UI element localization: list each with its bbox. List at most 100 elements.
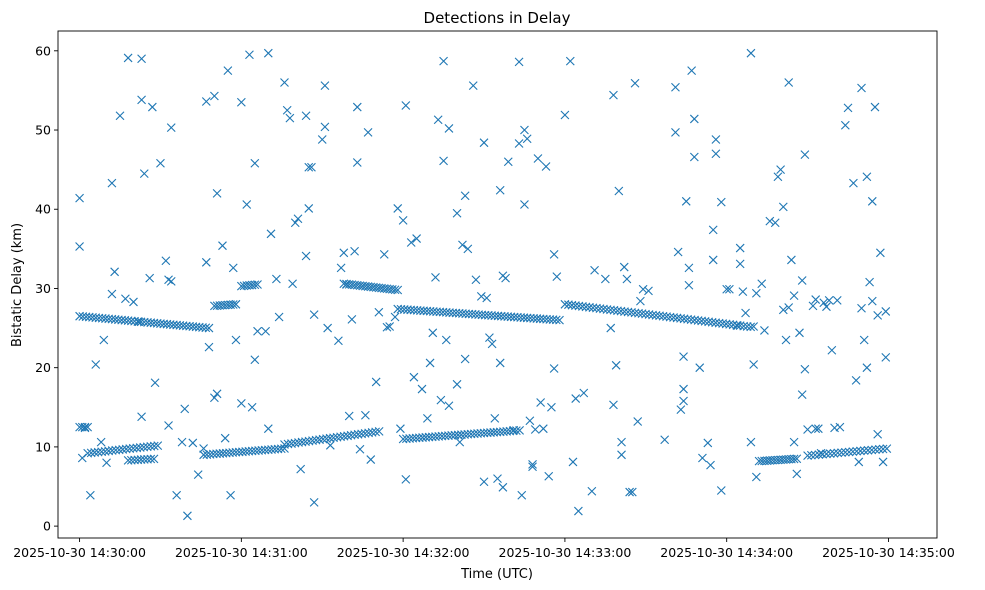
data-point <box>784 303 794 312</box>
data-point <box>660 435 670 445</box>
data-point <box>803 451 812 461</box>
data-point <box>707 317 717 327</box>
data-point <box>638 284 648 294</box>
data-point <box>844 447 854 457</box>
data-point <box>873 429 883 439</box>
data-point <box>613 306 622 316</box>
data-point <box>824 295 834 305</box>
data-point <box>641 309 650 319</box>
data-point <box>147 102 157 112</box>
data-point <box>503 157 513 167</box>
data-point <box>139 169 149 178</box>
data-point <box>352 102 362 112</box>
y-tick-label: 20 <box>35 360 51 375</box>
data-point <box>253 280 262 289</box>
data-point <box>781 335 791 345</box>
data-point <box>514 139 524 148</box>
data-point <box>873 311 883 320</box>
data-point <box>96 437 106 447</box>
data-point <box>840 447 850 457</box>
data-point <box>334 336 343 346</box>
data-point <box>574 301 584 311</box>
data-point <box>644 310 654 319</box>
data-point <box>840 120 850 130</box>
data-point <box>471 275 481 285</box>
data-point <box>746 48 756 58</box>
data-point <box>735 321 745 331</box>
data-point <box>697 316 707 326</box>
data-point <box>602 305 612 314</box>
data-point <box>792 469 802 479</box>
data-point <box>814 450 824 459</box>
data-point <box>458 240 467 250</box>
data-point <box>568 457 578 467</box>
data-point <box>520 200 529 209</box>
data-point <box>732 320 742 330</box>
data-point <box>655 311 664 321</box>
data-point <box>797 276 807 285</box>
data-point <box>288 279 297 289</box>
data-point <box>366 455 376 464</box>
data-point <box>110 267 120 277</box>
data-point <box>253 326 262 336</box>
data-point <box>272 274 281 284</box>
data-point <box>431 272 440 282</box>
data-point <box>704 317 714 327</box>
data-point <box>609 90 618 100</box>
data-point <box>735 259 745 269</box>
data-point <box>693 316 703 325</box>
data-point <box>479 477 489 487</box>
data-point <box>226 490 235 500</box>
y-tick-label: 40 <box>35 202 51 217</box>
data-point <box>201 323 211 333</box>
data-point <box>406 238 416 247</box>
data-point <box>149 441 159 451</box>
data-point <box>789 437 799 447</box>
y-tick-label: 30 <box>35 281 51 296</box>
data-point <box>93 447 103 457</box>
data-point <box>482 293 492 303</box>
data-point <box>832 295 842 305</box>
data-point <box>773 172 783 182</box>
data-point <box>290 438 300 448</box>
data-point <box>574 506 583 516</box>
data-point <box>676 405 686 415</box>
data-point <box>166 276 176 286</box>
data-point <box>552 272 562 281</box>
y-tick-label: 10 <box>35 439 51 454</box>
data-point <box>551 315 561 325</box>
data-point <box>862 172 872 182</box>
data-point <box>86 448 96 458</box>
data-point <box>530 425 540 434</box>
data-point <box>382 322 392 332</box>
data-point <box>706 460 715 470</box>
data-point <box>90 448 100 457</box>
x-tick-label: 2025-10-30 14:34:00 <box>660 545 793 560</box>
data-point <box>231 299 241 309</box>
data-point <box>352 158 362 167</box>
data-point <box>263 424 273 434</box>
y-tick-label: 50 <box>35 123 51 138</box>
data-point <box>367 428 377 437</box>
data-point <box>364 428 374 438</box>
data-point <box>825 449 835 459</box>
y-tick-label: 0 <box>43 519 51 534</box>
data-point <box>139 442 149 452</box>
data-point <box>822 302 831 312</box>
data-point <box>673 247 683 257</box>
data-point <box>228 263 238 273</box>
data-point <box>636 296 645 306</box>
data-point <box>309 310 319 319</box>
data-point <box>741 308 750 318</box>
data-point <box>679 314 689 324</box>
data-point <box>263 48 273 58</box>
data-point <box>721 319 731 329</box>
data-point <box>350 246 359 256</box>
data-point <box>293 214 303 224</box>
data-point <box>749 322 759 331</box>
data-point <box>412 234 421 243</box>
data-point <box>878 457 888 467</box>
data-point <box>250 280 260 290</box>
data-point <box>436 395 446 405</box>
data-point <box>525 416 535 426</box>
